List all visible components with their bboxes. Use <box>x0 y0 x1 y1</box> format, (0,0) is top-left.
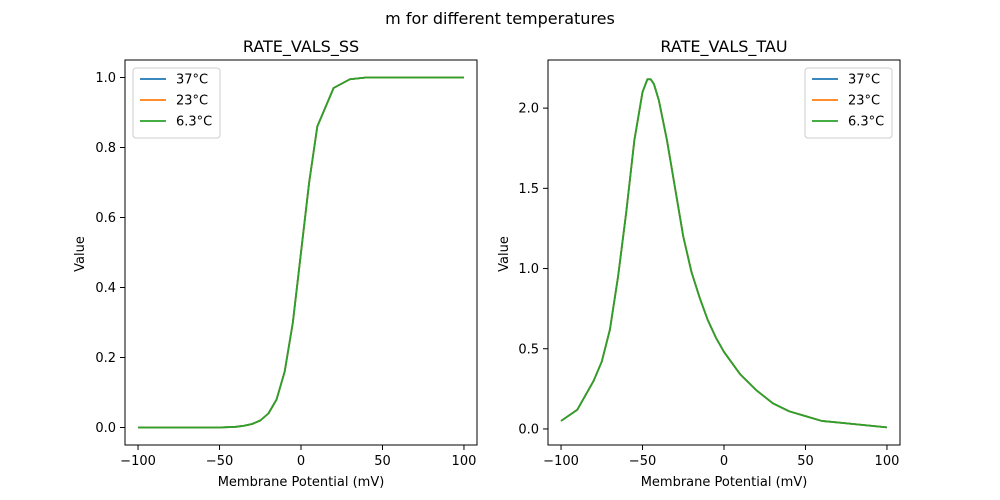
x-tick-label: 100 <box>875 454 900 469</box>
y-tick-label: 0.5 <box>518 342 539 357</box>
y-tick-label: 1.5 <box>518 182 539 197</box>
legend-label: 23°C <box>176 94 208 109</box>
x-tick-label: −100 <box>543 454 579 469</box>
series-line-2 <box>560 78 888 429</box>
legend-label: 37°C <box>848 73 880 88</box>
x-tick-label: 100 <box>452 454 477 469</box>
legend-label: 6.3°C <box>848 115 884 130</box>
plot-area: −100 −50 0 50 100 0.0 0.5 1.0 1.5 2.0 37°C 23°C 6.3°… <box>518 59 901 469</box>
x-axis-label: Membrane Potential (mV) <box>641 475 808 490</box>
x-tick-label: −50 <box>629 454 656 469</box>
x-tick-label: −50 <box>206 454 233 469</box>
y-tick-label: 0.2 <box>95 351 116 366</box>
legend-label: 23°C <box>848 94 880 109</box>
plot-area: −100 −50 0 50 100 0.0 0.2 0.4 0.6 0.8 1.0 37°C 23°C 6… <box>95 59 478 469</box>
panel-title: RATE_VALS_SS <box>243 37 359 57</box>
legend-label: 6.3°C <box>176 115 212 130</box>
y-tick-label: 0.6 <box>95 211 116 226</box>
x-tick-label: 50 <box>374 454 391 469</box>
y-axis-label: Value <box>497 236 512 272</box>
x-tick-label: 50 <box>797 454 814 469</box>
x-tick-label: 0 <box>720 454 728 469</box>
x-tick-label: −100 <box>120 454 156 469</box>
x-tick-label: 0 <box>297 454 305 469</box>
y-axis-label: Value <box>73 236 88 272</box>
y-tick-label: 0.4 <box>95 281 116 296</box>
panel-rate-vals-tau: RATE_VALS_TAU Membrane Potential (mV) Va… <box>497 37 901 490</box>
y-tick-label: 1.0 <box>95 71 116 86</box>
figure-suptitle: m for different temperatures <box>385 9 615 28</box>
series-line-2 <box>138 76 464 429</box>
y-tick-label: 1.0 <box>518 262 539 277</box>
y-tick-label: 0.0 <box>95 421 116 436</box>
y-tick-label: 0.8 <box>95 141 116 156</box>
legend: 37°C 23°C 6.3°C <box>132 67 221 139</box>
panel-rate-vals-ss: RATE_VALS_SS Membrane Potential (mV) Val… <box>73 37 478 490</box>
y-tick-label: 0.0 <box>518 422 539 437</box>
y-tick-label: 2.0 <box>518 102 539 117</box>
x-axis-label: Membrane Potential (mV) <box>218 475 385 490</box>
panel-title: RATE_VALS_TAU <box>660 37 787 57</box>
legend-label: 37°C <box>176 73 208 88</box>
legend: 37°C 23°C 6.3°C <box>804 67 893 139</box>
